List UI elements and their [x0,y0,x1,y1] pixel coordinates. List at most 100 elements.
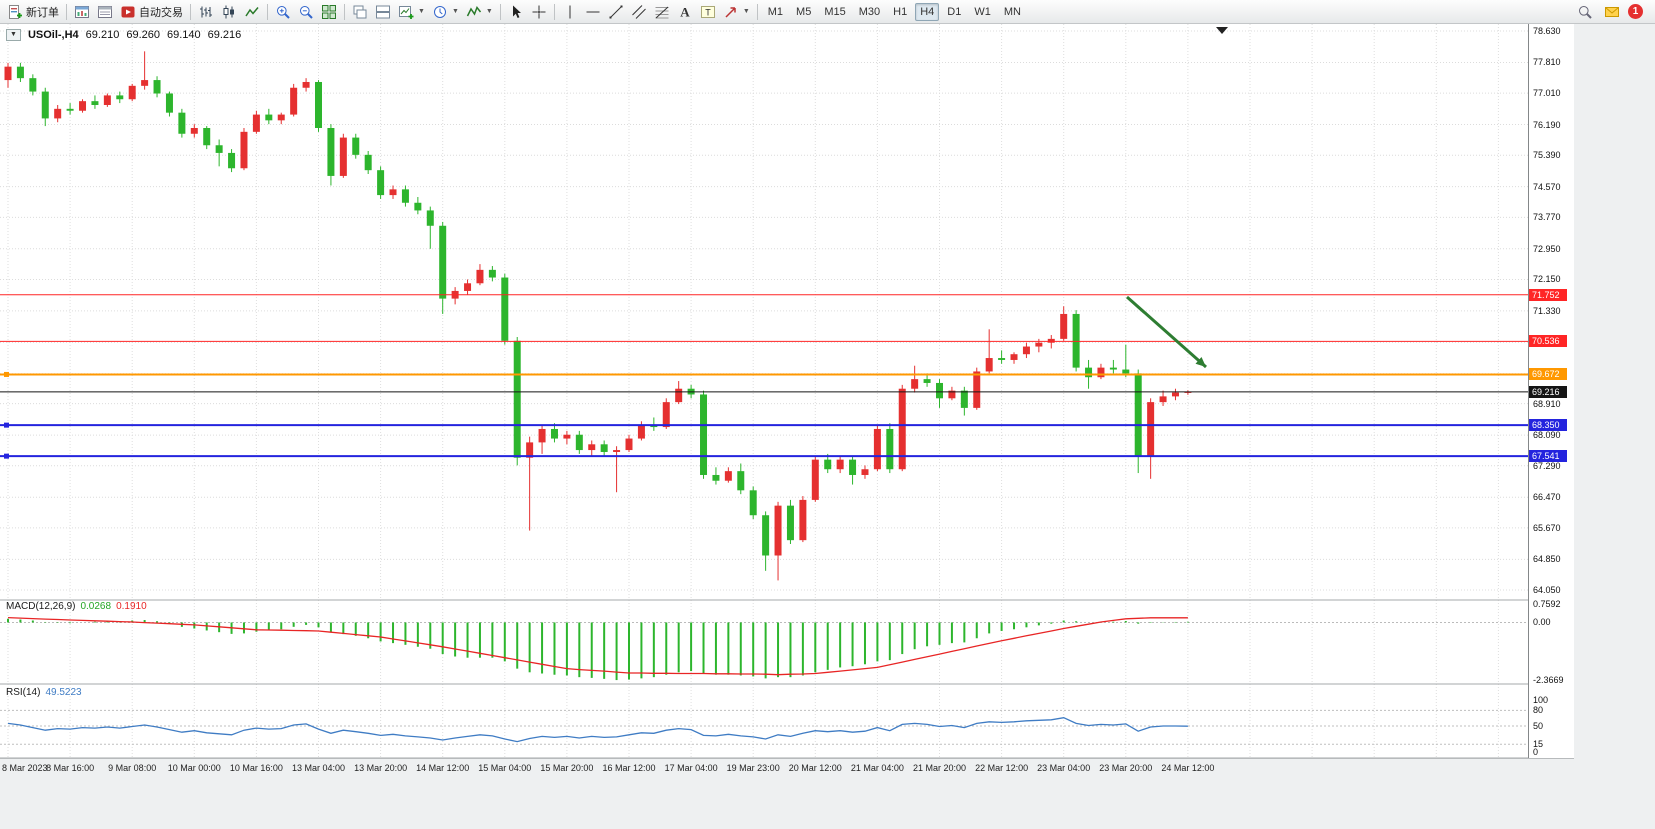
chart-symbol-period: USOil-,H4 [27,29,79,41]
equidistant-channel-button[interactable] [628,2,650,22]
channel-icon [631,4,647,20]
candlestick-icon [221,4,237,20]
timeframe-mn-button[interactable]: MN [1003,5,1021,18]
cursor-button[interactable] [505,2,527,22]
mailbox-button[interactable] [1601,2,1623,22]
timeframe-w1-button[interactable]: W1 [974,5,991,18]
toolbar-separator [190,3,191,20]
svg-text:T: T [705,7,711,17]
arrange-windows-button[interactable] [372,2,394,22]
autotrading-button[interactable]: 自动交易 [117,2,186,22]
search-button[interactable] [1574,2,1596,22]
time-axis[interactable]: 8 Mar 2023 8 Mar 16:00 9 Mar 08:00 10 Mar 0… [0,758,1574,778]
timeframe-m5-button[interactable]: M5 [796,5,812,18]
bar-chart-button[interactable] [195,2,217,22]
price-axis-tick: 73.770 [1533,212,1561,223]
rsi-value: 49.5223 [45,687,82,698]
arrow-annotation[interactable] [1126,295,1207,369]
vline-icon [562,4,578,20]
notification-badge[interactable]: 1 [1628,4,1643,19]
text-label-button[interactable]: T [697,2,719,22]
line-handle[interactable] [4,453,9,459]
dropdown-arrow-icon: ▼ [485,8,493,15]
rsi-axis-tick: 80 [1533,705,1544,716]
bar-chart-icon [198,4,214,20]
time-axis-label: 8 Mar 16:00 [46,763,95,773]
trendline-button[interactable] [605,2,627,22]
timeframe-m15-button[interactable]: M15 [824,5,846,18]
new-order-icon [7,4,23,20]
chart-canvas[interactable] [0,24,1528,758]
dropdown-arrow-icon: ▼ [451,8,459,15]
price-axis-tick: 64.050 [1533,585,1561,595]
line-chart-icon [244,4,260,20]
vertical-line-button[interactable] [559,2,581,22]
market-watch-icon [74,4,90,20]
timeframe-h4-button[interactable]: H4 [915,2,940,21]
tile-windows-button[interactable] [318,2,340,22]
new-chart-button[interactable]: ▼ [395,2,428,22]
fibonacci-button[interactable] [651,2,673,22]
time-axis-label: 21 Mar 20:00 [912,763,967,773]
timeframe-d1-button[interactable]: D1 [947,5,962,18]
text-button[interactable]: A [674,2,696,22]
dropdown-arrow-icon: ▼ [742,8,750,15]
fibonacci-icon [654,4,670,20]
toolbar-separator [553,3,555,20]
time-axis-label: 19 Mar 23:00 [726,763,780,773]
crosshair-icon [531,4,547,20]
cascade-windows-button[interactable] [349,2,371,22]
zoom-out-button[interactable] [295,2,317,22]
search-icon [1577,4,1593,20]
rsi-axis-tick: 15 [1533,739,1544,750]
ohlc-close: 69.216 [207,29,242,41]
indicators-button[interactable]: ▼ [463,2,496,22]
new-order-button[interactable]: 新订单 [4,2,62,22]
chart-shift-marker[interactable] [1216,27,1228,34]
time-axis-label: 13 Mar 04:00 [291,763,346,773]
price-axis-tick: 74.570 [1533,181,1561,192]
timeframe-h1-button[interactable]: H1 [893,5,908,18]
time-axis-label: 16 Mar 12:00 [602,763,656,773]
tile-windows-icon [321,4,337,20]
line-handle[interactable] [4,422,9,428]
crosshair-button[interactable] [528,2,550,22]
price-axis-tick: 77.810 [1533,57,1561,68]
time-axis-label: 15 Mar 04:00 [478,763,532,773]
horizontal-line-button[interactable] [582,2,604,22]
hline-icon [585,4,601,20]
data-window-icon [97,4,113,20]
toolbar-separator [344,3,345,20]
line-price-badge: 68.350 [1529,419,1567,432]
periods-button[interactable]: ▼ [429,2,462,22]
price-axis-tick: 71.330 [1533,305,1561,316]
price-axis[interactable]: 78.630 77.810 77.010 76.190 75.390 74.570 73.7… [1528,24,1574,758]
rsi-axis-tick: 100 [1533,695,1549,705]
data-window-button[interactable] [94,2,116,22]
time-axis-label: 15 Mar 20:00 [540,763,594,773]
trendline-icon [608,4,624,20]
symbol-list-toggle-icon[interactable]: ▼ [6,29,21,41]
line-price-badge: 71.752 [1529,288,1567,301]
time-axis-label: 22 Mar 12:00 [975,763,1029,773]
macd-name: MACD(12,26,9) [6,601,76,612]
price-axis-tick: 67.290 [1533,460,1561,471]
textbox-icon: T [700,4,716,20]
line-handle[interactable] [4,371,9,377]
macd-axis-tick: 0.00 [1533,617,1551,628]
ohlc-high: 69.260 [126,29,160,41]
autotrading-button-label: 自动交易 [139,6,183,19]
timeframe-m30-button[interactable]: M30 [858,5,881,18]
arrows-button[interactable]: ▼ [720,2,753,22]
zoom-in-button[interactable] [272,2,294,22]
rsi-label: RSI(14) 49.5223 [6,687,82,698]
price-axis-tick: 75.390 [1533,150,1561,161]
candlestick-button[interactable] [218,2,240,22]
svg-text:A: A [680,4,690,19]
new-order-button-label: 新订单 [26,6,59,19]
line-chart-button[interactable] [241,2,263,22]
timeframe-m1-button[interactable]: M1 [767,5,784,18]
ohlc-low: 69.140 [166,29,201,41]
chart-ohlc-readout: ▼ USOil-,H4 69.210 69.260 69.140 69.216 [6,29,241,41]
market-watch-button[interactable] [71,2,93,22]
